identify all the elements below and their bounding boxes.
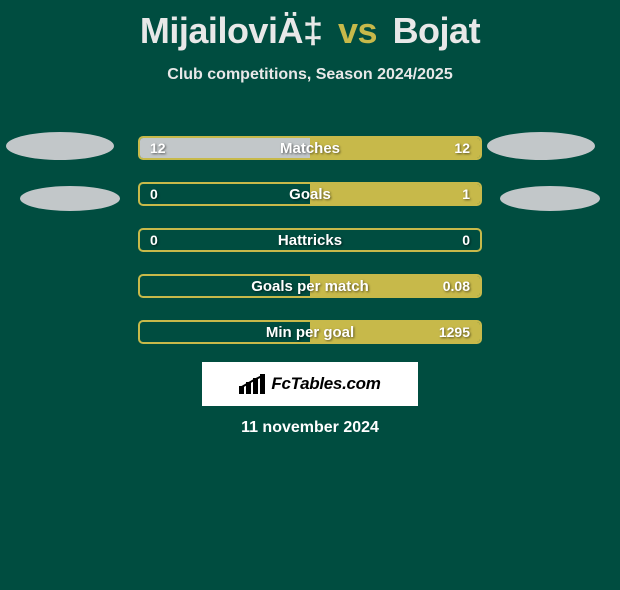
decorative-ellipse bbox=[500, 186, 600, 211]
subtitle: Club competitions, Season 2024/2025 bbox=[0, 66, 620, 84]
stat-row: Min per goal1295 bbox=[138, 320, 482, 344]
stat-row: Goals01 bbox=[138, 182, 482, 206]
logo-text: FcTables.com bbox=[271, 374, 380, 394]
left-value: 0 bbox=[150, 230, 158, 250]
player1-name: MijailoviÄ‡ bbox=[140, 10, 323, 51]
stat-row: Matches1212 bbox=[138, 136, 482, 160]
right-value: 0 bbox=[462, 230, 470, 250]
stat-row: Goals per match0.08 bbox=[138, 274, 482, 298]
comparison-title: MijailoviÄ‡ vs Bojat bbox=[0, 10, 620, 52]
decorative-ellipse bbox=[20, 186, 120, 211]
chart-icon bbox=[239, 374, 265, 394]
generation-date: 11 november 2024 bbox=[0, 419, 620, 437]
fctables-logo: FcTables.com bbox=[202, 362, 418, 406]
right-bar bbox=[310, 276, 480, 296]
right-bar bbox=[310, 322, 480, 342]
left-value: 0 bbox=[150, 184, 158, 204]
chart-area: Matches1212Goals01Hattricks00Goals per m… bbox=[0, 118, 620, 366]
decorative-ellipse bbox=[487, 132, 595, 160]
vs-text: vs bbox=[338, 10, 377, 51]
player2-name: Bojat bbox=[393, 10, 481, 51]
left-bar bbox=[140, 138, 310, 158]
right-bar bbox=[310, 184, 480, 204]
right-bar bbox=[310, 138, 480, 158]
stat-row: Hattricks0 0 bbox=[138, 228, 482, 252]
stat-label: Hattricks bbox=[140, 230, 480, 250]
decorative-ellipse bbox=[6, 132, 114, 160]
